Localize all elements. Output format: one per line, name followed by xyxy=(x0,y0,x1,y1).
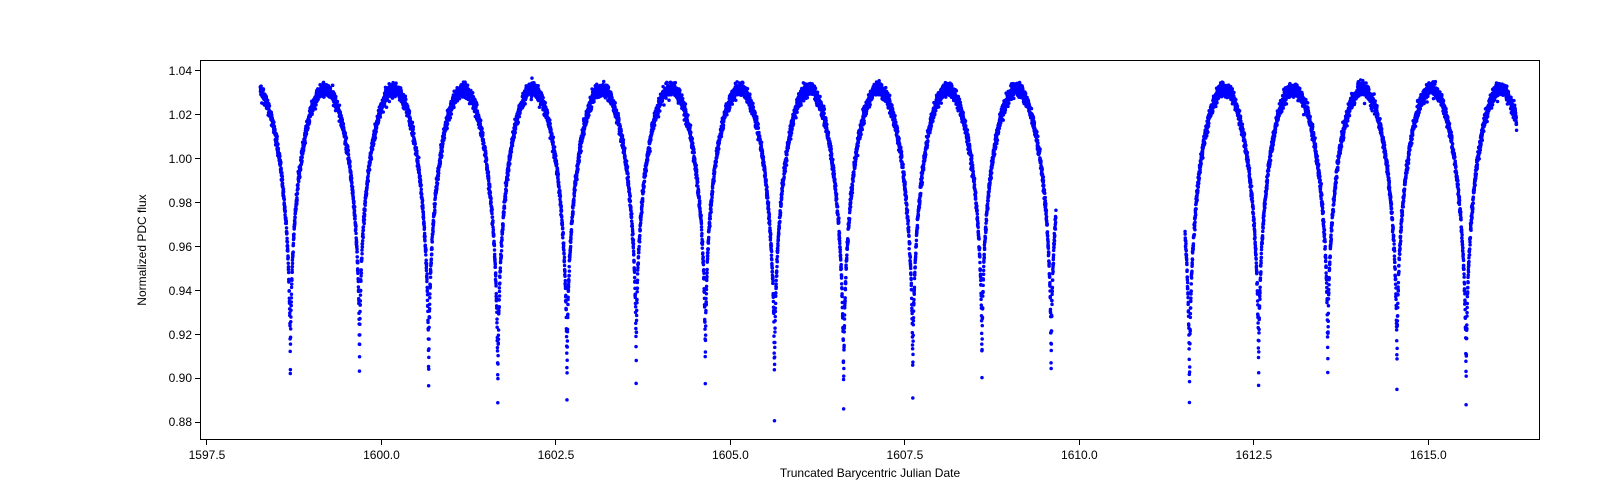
xtick-mark xyxy=(555,440,556,445)
xtick-mark xyxy=(904,440,905,445)
ytick-label: 0.96 xyxy=(169,240,192,254)
ytick-mark xyxy=(195,158,200,159)
scatter-plot xyxy=(201,61,1541,441)
xtick-mark xyxy=(1079,440,1080,445)
ytick-label: 1.02 xyxy=(169,108,192,122)
ytick-label: 0.88 xyxy=(169,415,192,429)
ytick-label: 0.98 xyxy=(169,196,192,210)
xtick-label: 1607.5 xyxy=(887,448,924,462)
ytick-label: 0.94 xyxy=(169,284,192,298)
xtick-mark xyxy=(206,440,207,445)
figure: 1597.5 1600.0 1602.5 1605.0 1607.5 1610.0 1612… xyxy=(0,0,1600,500)
plot-axes xyxy=(200,60,1540,440)
ytick-mark xyxy=(195,70,200,71)
xtick-label: 1600.0 xyxy=(363,448,400,462)
xtick-label: 1602.5 xyxy=(538,448,575,462)
ytick-mark xyxy=(195,422,200,423)
ytick-label: 0.90 xyxy=(169,371,192,385)
xtick-mark xyxy=(1428,440,1429,445)
ytick-mark xyxy=(195,334,200,335)
xtick-label: 1612.5 xyxy=(1235,448,1272,462)
ytick-mark xyxy=(195,246,200,247)
xtick-mark xyxy=(1253,440,1254,445)
ytick-mark xyxy=(195,202,200,203)
x-axis-label: Truncated Barycentric Julian Date xyxy=(780,466,960,480)
y-axis-label: Normalized PDC flux xyxy=(135,194,149,305)
xtick-label: 1610.0 xyxy=(1061,448,1098,462)
ytick-mark xyxy=(195,378,200,379)
xtick-label: 1615.0 xyxy=(1410,448,1447,462)
xtick-label: 1597.5 xyxy=(189,448,226,462)
ytick-label: 0.92 xyxy=(169,328,192,342)
xtick-mark xyxy=(381,440,382,445)
xtick-mark xyxy=(730,440,731,445)
ytick-label: 1.00 xyxy=(169,152,192,166)
xtick-label: 1605.0 xyxy=(712,448,749,462)
ytick-mark xyxy=(195,290,200,291)
ytick-label: 1.04 xyxy=(169,64,192,78)
ytick-mark xyxy=(195,114,200,115)
